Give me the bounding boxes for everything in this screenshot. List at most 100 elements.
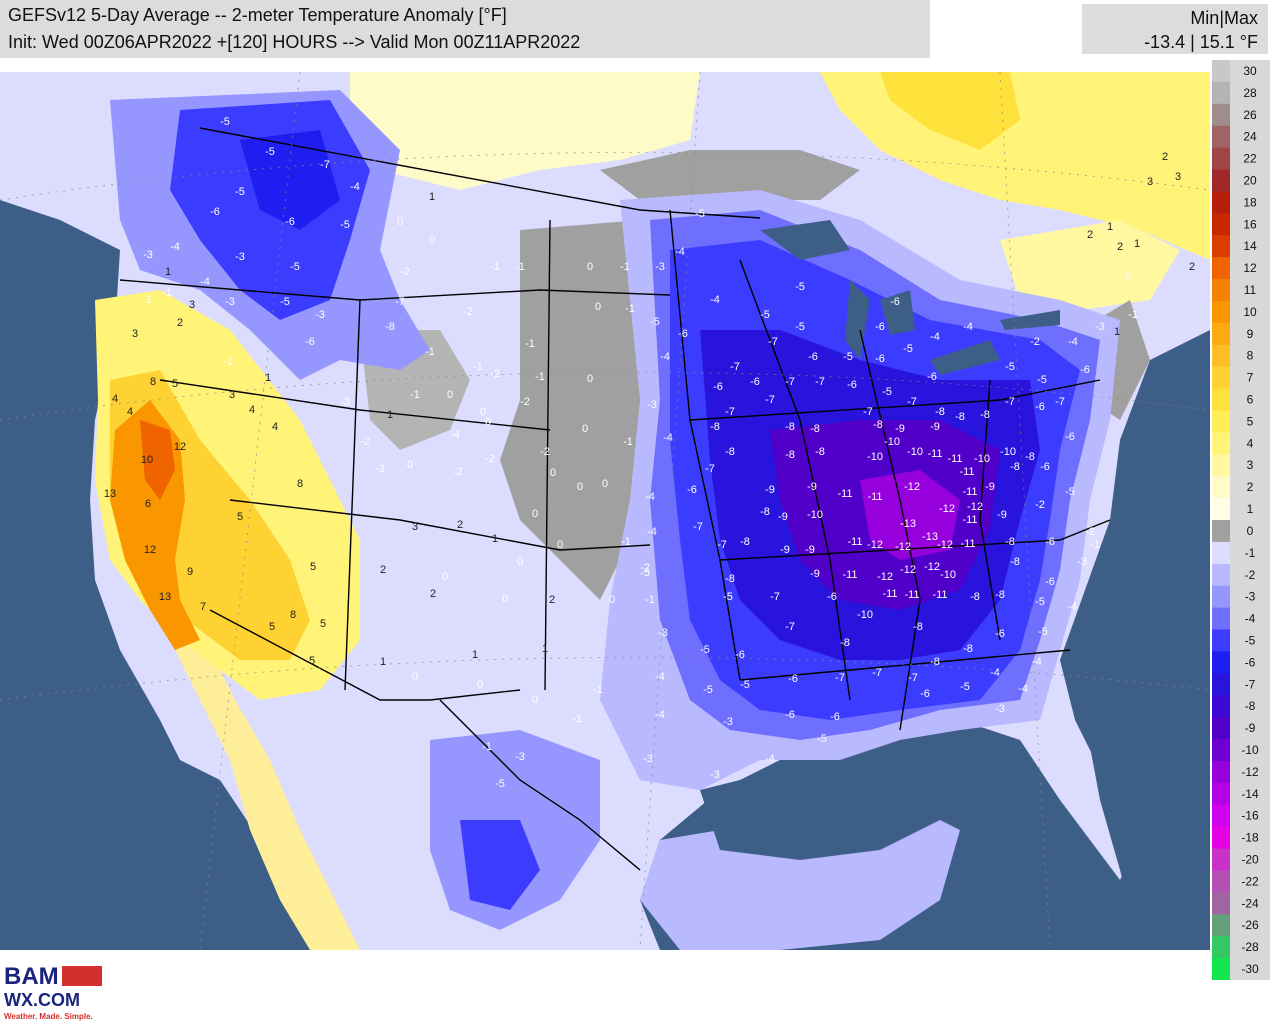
anomaly-label: -4 bbox=[1018, 683, 1028, 695]
anomaly-label: 13 bbox=[159, 591, 171, 603]
legend-tick-label: 26 bbox=[1243, 108, 1257, 122]
anomaly-label: -8 bbox=[1025, 451, 1035, 463]
anomaly-label: 2 bbox=[1087, 229, 1093, 241]
anomaly-label: -5 bbox=[795, 321, 805, 333]
anomaly-label: -6 bbox=[827, 591, 837, 603]
anomaly-label: 8 bbox=[290, 609, 296, 621]
anomaly-label: 4 bbox=[112, 393, 118, 405]
anomaly-label: -5 bbox=[1038, 626, 1048, 638]
legend-tick-label: -14 bbox=[1241, 787, 1259, 801]
neutral-canada bbox=[600, 150, 860, 200]
legend-swatch bbox=[1212, 804, 1230, 828]
anomaly-label: -9 bbox=[780, 544, 790, 556]
legend-tick-label: 10 bbox=[1243, 305, 1257, 319]
anomaly-label: 2 bbox=[380, 564, 386, 576]
anomaly-label: 9 bbox=[187, 566, 193, 578]
anomaly-label: 0 bbox=[595, 301, 601, 313]
anomaly-label: -9 bbox=[807, 481, 817, 493]
anomaly-label: -4 bbox=[655, 709, 665, 721]
anomaly-label: 0 bbox=[602, 478, 608, 490]
anomaly-label: -1 bbox=[515, 261, 525, 273]
anomaly-label: -8 bbox=[1010, 556, 1020, 568]
anomaly-label: -6 bbox=[927, 371, 937, 383]
anomaly-label: -6 bbox=[305, 336, 315, 348]
anomaly-label: -10 bbox=[940, 569, 956, 581]
anomaly-label: -1 bbox=[162, 287, 172, 299]
anomaly-label: -3 bbox=[315, 309, 325, 321]
anomaly-label: -8 bbox=[740, 536, 750, 548]
anomaly-label: -6 bbox=[285, 216, 295, 228]
anomaly-label: -5 bbox=[640, 567, 650, 579]
anomaly-label: -4 bbox=[660, 351, 670, 363]
anomaly-label: -7 bbox=[1005, 396, 1015, 408]
anomaly-label: 1 bbox=[429, 191, 435, 203]
anomaly-label: -5 bbox=[650, 316, 660, 328]
anomaly-label: -8 bbox=[785, 421, 795, 433]
anomaly-label: -2 bbox=[1085, 526, 1095, 538]
anomaly-label: -10 bbox=[807, 509, 823, 521]
legend-swatch bbox=[1212, 541, 1230, 565]
anomaly-label: -5 bbox=[1035, 596, 1045, 608]
anomaly-label: -8 bbox=[873, 419, 883, 431]
anomaly-label: -7 bbox=[785, 621, 795, 633]
anomaly-label: -8 bbox=[785, 449, 795, 461]
anomaly-label: -5 bbox=[280, 296, 290, 308]
legend-swatch bbox=[1212, 388, 1230, 411]
anomaly-label: -6 bbox=[735, 649, 745, 661]
legend-swatch bbox=[1212, 695, 1230, 718]
legend-swatch bbox=[1212, 366, 1230, 390]
legend-swatch bbox=[1212, 826, 1230, 850]
anomaly-label: -8 bbox=[760, 506, 770, 518]
anomaly-label: -3 bbox=[643, 753, 653, 765]
anomaly-label: -3 bbox=[235, 251, 245, 263]
anomaly-label: -6 bbox=[995, 628, 1005, 640]
legend-swatch bbox=[1212, 673, 1230, 696]
anomaly-label: -9 bbox=[805, 544, 815, 556]
legend-tick-label: 12 bbox=[1243, 261, 1257, 275]
legend-tick-label: -12 bbox=[1241, 765, 1259, 779]
land-baja bbox=[170, 640, 360, 950]
anomaly-label: -11 bbox=[947, 453, 962, 465]
legend-tick-label: -10 bbox=[1241, 743, 1259, 757]
anomaly-label: -9 bbox=[810, 568, 820, 580]
anomaly-label: -9 bbox=[930, 421, 940, 433]
anomaly-label: -5 bbox=[843, 351, 853, 363]
atlantic-water bbox=[1085, 400, 1210, 950]
anomaly-label: -10 bbox=[857, 609, 873, 621]
anomaly-label: 0 bbox=[477, 679, 483, 691]
anomaly-label: -12 bbox=[900, 564, 916, 576]
anomaly-label: -2 bbox=[1035, 499, 1045, 511]
warm-canada-west bbox=[350, 72, 700, 190]
anomaly-label: -6 bbox=[785, 709, 795, 721]
anomaly-label: -5 bbox=[760, 309, 770, 321]
legend-swatch bbox=[1212, 607, 1230, 631]
anomaly-label: -5 bbox=[1037, 374, 1047, 386]
legend-tick-label: 22 bbox=[1243, 152, 1257, 166]
legend-tick-label: -2 bbox=[1245, 568, 1256, 582]
legend-swatch bbox=[1212, 147, 1230, 171]
anomaly-label: -1 bbox=[593, 684, 603, 696]
anomaly-label: -4 bbox=[765, 753, 775, 765]
anomaly-label: -9 bbox=[778, 511, 788, 523]
anomaly-label: -1 bbox=[410, 389, 420, 401]
logo-site: WX.COM bbox=[4, 990, 80, 1010]
anomaly-label: -8 bbox=[963, 643, 973, 655]
legend-tick-label: 4 bbox=[1247, 436, 1254, 450]
anomaly-label: -3 bbox=[655, 261, 665, 273]
legend-tick-label: 30 bbox=[1243, 64, 1257, 78]
anomaly-label: 5 bbox=[269, 621, 275, 633]
anomaly-label: -4 bbox=[200, 276, 210, 288]
anomaly-label: -1 bbox=[490, 261, 500, 273]
bamwx-logo: BAM WX.COM Weather. Made. Simple. bbox=[2, 962, 122, 1022]
anomaly-label: -5 bbox=[340, 219, 350, 231]
legend-tick-label: -3 bbox=[1245, 590, 1256, 604]
anomaly-label: -2 bbox=[640, 562, 650, 574]
anomaly-label: -9 bbox=[765, 484, 775, 496]
anomaly-label: -11 bbox=[867, 491, 882, 503]
legend-swatch bbox=[1212, 300, 1230, 324]
anomaly-label: -6 bbox=[210, 206, 220, 218]
anomaly-label: -6 bbox=[750, 376, 760, 388]
anomaly-label: -12 bbox=[937, 539, 953, 551]
legend-swatch bbox=[1212, 432, 1230, 455]
color-legend: 30 28 26 24 22 20 18 16 14 12 11 10 9 8 7 6 5 4 3 2 1 0 -1 -2 -3… bbox=[1212, 60, 1270, 980]
